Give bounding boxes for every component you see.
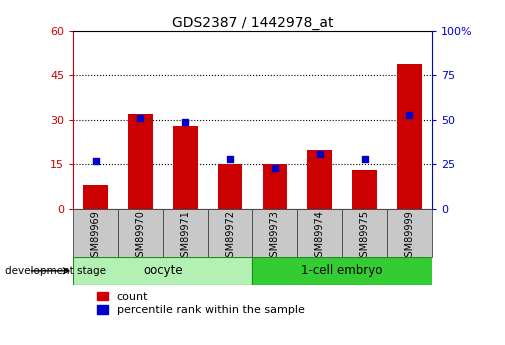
Text: GSM89999: GSM89999 — [405, 210, 415, 263]
Bar — [83, 185, 108, 209]
Text: GSM89975: GSM89975 — [360, 210, 370, 263]
Point — [406, 112, 414, 117]
Title: GDS2387 / 1442978_at: GDS2387 / 1442978_at — [172, 16, 333, 30]
Bar — [73, 209, 118, 257]
Bar — [118, 209, 163, 257]
Text: GSM89970: GSM89970 — [135, 210, 145, 263]
Bar — [342, 209, 387, 257]
Text: GSM89972: GSM89972 — [225, 210, 235, 263]
Text: GSM89971: GSM89971 — [180, 210, 190, 263]
Text: GSM89974: GSM89974 — [315, 210, 325, 263]
Bar — [397, 63, 422, 209]
Text: oocyte: oocyte — [143, 264, 183, 277]
Bar — [208, 209, 252, 257]
Point — [181, 119, 189, 125]
Bar — [252, 209, 297, 257]
Bar — [387, 209, 432, 257]
Bar — [252, 257, 432, 285]
Bar — [163, 209, 208, 257]
Text: GSM89969: GSM89969 — [90, 210, 100, 263]
Bar — [128, 114, 153, 209]
Point — [91, 158, 99, 164]
Text: development stage: development stage — [5, 266, 106, 276]
Bar — [352, 170, 377, 209]
Point — [136, 115, 144, 121]
Legend: count, percentile rank within the sample: count, percentile rank within the sample — [97, 292, 305, 315]
Point — [271, 165, 279, 171]
Text: GSM89973: GSM89973 — [270, 210, 280, 263]
Bar — [263, 164, 287, 209]
Text: 1-cell embryo: 1-cell embryo — [301, 264, 383, 277]
Bar — [73, 257, 252, 285]
Bar — [173, 126, 197, 209]
Bar — [218, 164, 242, 209]
Point — [316, 151, 324, 156]
Bar — [308, 149, 332, 209]
Point — [226, 156, 234, 162]
Point — [361, 156, 369, 162]
Bar — [297, 209, 342, 257]
